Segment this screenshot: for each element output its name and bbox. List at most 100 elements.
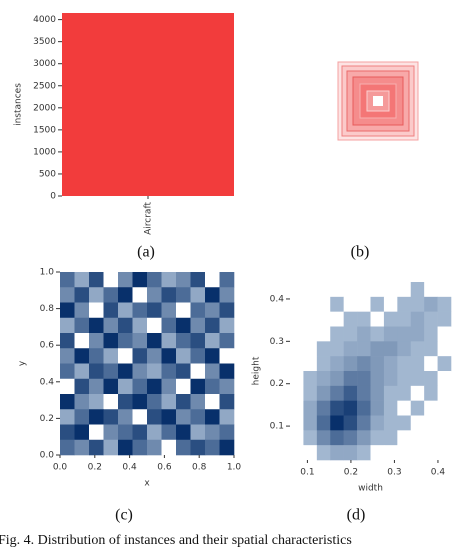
- heatmap-cell: [410, 326, 425, 342]
- heatmap-cell: [147, 424, 162, 441]
- heatmap-cell: [303, 400, 318, 416]
- heatmap-cell: [147, 409, 162, 425]
- x-tick-label: 0.2: [88, 463, 102, 473]
- heatmap-cell: [357, 415, 371, 431]
- heatmap-cell: [410, 445, 425, 461]
- heatmap-cell: [370, 282, 385, 298]
- heatmap-cell: [397, 356, 412, 372]
- heatmap-cell: [437, 415, 452, 431]
- heatmap-cell: [118, 424, 133, 441]
- heatmap-cell: [424, 371, 438, 387]
- heatmap-cell: [190, 317, 206, 334]
- heatmap-cell: [316, 341, 331, 357]
- heatmap-cell: [176, 317, 191, 334]
- heatmap-cell: [303, 356, 318, 372]
- heatmap-cell: [190, 287, 206, 303]
- heatmap-cell: [316, 296, 331, 312]
- x-tick-label: 1.0: [227, 463, 242, 473]
- heatmap-cell: [330, 430, 344, 446]
- heatmap-cell: [397, 282, 412, 298]
- heatmap-cell: [410, 385, 425, 401]
- heatmap-cell: [357, 326, 371, 342]
- heatmap-cell: [176, 287, 191, 303]
- heatmap-cell: [60, 302, 75, 319]
- heatmap-cell: [219, 348, 235, 364]
- x-tick-label: 0.1: [300, 468, 314, 478]
- heatmap-cell: [74, 317, 90, 334]
- x-tick-label: Aircraft: [144, 202, 154, 235]
- y-tick-label: 500: [39, 169, 56, 179]
- heatmap-cell: [370, 415, 385, 431]
- heatmap-cell: [219, 424, 235, 441]
- heatmap-cell: [219, 333, 235, 349]
- heatmap-cell: [118, 409, 133, 425]
- y-tick-label: 0.2: [270, 379, 284, 389]
- heatmap-cell: [343, 385, 358, 401]
- heatmap-cell: [357, 282, 371, 298]
- heatmap-cell: [330, 356, 344, 372]
- x-tick-label: 0.3: [387, 468, 401, 478]
- heatmap-cell: [205, 424, 220, 441]
- heatmap-cell: [397, 371, 412, 387]
- heatmap-cell: [190, 439, 206, 456]
- heatmap-cell: [383, 356, 398, 372]
- y-tick-label: 0: [50, 192, 56, 202]
- x-tick-label: 0.8: [192, 463, 207, 473]
- heatmap-cell: [303, 415, 318, 431]
- heatmap-cell: [60, 317, 75, 334]
- panel-label: (c): [115, 507, 133, 524]
- heatmap-cell: [316, 311, 331, 327]
- panel-label: (d): [347, 507, 366, 524]
- heatmap-cell: [330, 341, 344, 357]
- y-tick-label: 1500: [33, 125, 56, 135]
- heatmap-cell: [161, 378, 177, 395]
- heatmap-cell: [383, 430, 398, 446]
- heatmap-cell: [205, 287, 220, 303]
- heatmap-cell: [397, 445, 412, 461]
- heatmap-cell: [89, 302, 104, 319]
- heatmap-cell: [176, 272, 191, 288]
- heatmap-cell: [190, 333, 206, 349]
- y-axis-label: height: [252, 356, 262, 385]
- heatmap-cell: [74, 378, 90, 395]
- heatmap-cell: [147, 317, 162, 334]
- heatmap-cell: [397, 311, 412, 327]
- heatmap-cell: [118, 363, 133, 380]
- heatmap-cell: [89, 378, 104, 395]
- heatmap-cell: [147, 378, 162, 395]
- heatmap-cell: [357, 445, 371, 461]
- heatmap-cell: [89, 409, 104, 425]
- heatmap-cell: [103, 378, 119, 395]
- heatmap-cell: [132, 317, 148, 334]
- heatmap-cell: [118, 302, 133, 319]
- heatmap-cell: [343, 371, 358, 387]
- heatmap-cell: [190, 363, 206, 380]
- heatmap-cell: [370, 326, 385, 342]
- x-tick-label: 0.6: [157, 463, 172, 473]
- heatmap-cell: [424, 326, 438, 342]
- heatmap-cell: [410, 400, 425, 416]
- heatmap-cell: [161, 363, 177, 380]
- heatmap-cell: [74, 302, 90, 319]
- heatmap-cell: [357, 400, 371, 416]
- heatmap-cell: [437, 356, 452, 372]
- heatmap-cell: [303, 445, 318, 461]
- heatmap-cell: [437, 385, 452, 401]
- heatmap-cell: [397, 341, 412, 357]
- heatmap-cell: [118, 287, 133, 303]
- heatmap-cell: [330, 311, 344, 327]
- heatmap-cell: [205, 302, 220, 319]
- heatmap-cell: [60, 394, 75, 410]
- heatmap-cell: [161, 394, 177, 410]
- heatmap-cell: [74, 409, 90, 425]
- heatmap-cell: [147, 363, 162, 380]
- heatmap-cell: [437, 296, 452, 312]
- heatmap-cell: [343, 356, 358, 372]
- heatmap-cell: [219, 439, 235, 456]
- heatmap-cell: [410, 341, 425, 357]
- heatmap-cell: [103, 394, 119, 410]
- y-tick-label: 0.4: [40, 377, 55, 387]
- heatmap-cell: [147, 272, 162, 288]
- heatmap-cell: [161, 317, 177, 334]
